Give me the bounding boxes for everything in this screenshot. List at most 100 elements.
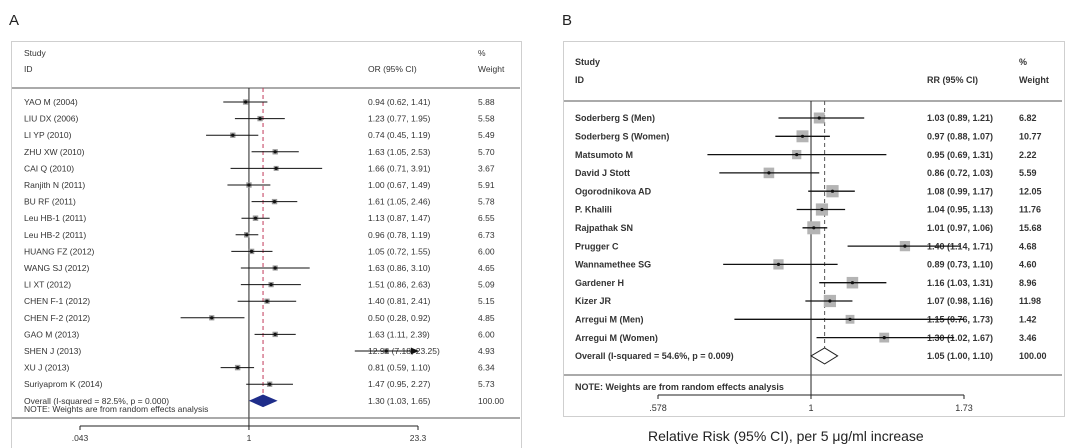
overall-diamond <box>810 347 839 365</box>
study-label: YAO M (2004) <box>24 97 78 107</box>
overall-weight: 100.00 <box>1019 351 1047 361</box>
x-axis-tick-label: .043 <box>72 433 89 443</box>
study-ci-text: 1.16 (1.03, 1.31) <box>927 278 993 288</box>
study-label: Kizer JR <box>575 296 612 306</box>
study-label: CHEN F-2 (2012) <box>24 313 90 323</box>
study-ci-text: 0.95 (0.69, 1.31) <box>927 150 993 160</box>
study-ci-text: 1.51 (0.86, 2.63) <box>368 280 431 290</box>
study-point <box>269 283 273 287</box>
study-ci-text: 1.07 (0.98, 1.16) <box>927 296 993 306</box>
study-point <box>274 166 278 170</box>
note-text: NOTE: Weights are from random effects an… <box>575 382 784 392</box>
study-label: Leu HB-2 (2011) <box>24 230 86 240</box>
study-weight: 10.77 <box>1019 131 1042 141</box>
note-text: NOTE: Weights are from random effects an… <box>24 404 208 414</box>
study-weight: 4.68 <box>1019 241 1037 251</box>
study-point <box>384 349 388 353</box>
study-point <box>249 249 254 253</box>
study-weight: 3.46 <box>1019 333 1037 343</box>
study-point <box>830 189 835 193</box>
study-ci-text: 1.63 (1.11, 2.39) <box>368 329 430 339</box>
header-weight: Weight <box>478 64 505 74</box>
header-effect: OR (95% CI) <box>368 64 417 74</box>
header-weight: Weight <box>1019 75 1049 85</box>
study-point <box>776 262 781 266</box>
study-weight: 8.96 <box>1019 278 1037 288</box>
study-ci-text: 1.23 (0.77, 1.95) <box>368 114 431 124</box>
study-ci-text: 1.01 (0.97, 1.06) <box>927 223 993 233</box>
study-weight: 5.59 <box>1019 168 1037 178</box>
study-ci-text: 1.13 (0.87, 1.47) <box>368 213 431 223</box>
study-weight: 4.60 <box>1019 260 1037 270</box>
study-label: Ranjith N (2011) <box>24 180 85 190</box>
study-ci-text: 0.50 (0.28, 0.92) <box>368 313 431 323</box>
header-id: ID <box>24 64 33 74</box>
header-id: ID <box>575 75 585 85</box>
study-label: CHEN F-1 (2012) <box>24 296 90 306</box>
study-ci-text: 0.97 (0.88, 1.07) <box>927 131 993 141</box>
header-percent: % <box>1019 57 1027 67</box>
study-label: Soderberg S (Women) <box>575 131 669 141</box>
overall-label: Overall (I-squared = 54.6%, p = 0.009) <box>575 351 734 361</box>
study-ci-text: 1.47 (0.95, 2.27) <box>368 379 431 389</box>
study-ci-text: 0.86 (0.72, 1.03) <box>927 168 993 178</box>
study-point <box>265 299 269 303</box>
study-weight: 5.91 <box>478 180 495 190</box>
panel-a-forest-plot: Study ID OR (95% CI)% Weight YAO M (2004) 0.9… <box>12 48 520 443</box>
study-point <box>767 171 771 175</box>
study-weight: 6.73 <box>478 230 495 240</box>
study-weight: 15.68 <box>1019 223 1042 233</box>
study-label: Suriyaprom K (2014) <box>24 379 103 389</box>
study-label: Matsumoto M <box>575 150 633 160</box>
study-point <box>882 336 886 340</box>
study-point <box>273 150 277 154</box>
study-weight: 5.49 <box>478 130 495 140</box>
study-point <box>268 382 272 386</box>
study-point <box>247 183 251 187</box>
study-label: GAO M (2013) <box>24 329 79 339</box>
study-point <box>812 226 816 230</box>
study-point <box>244 100 248 104</box>
study-ci-text: 1.63 (1.05, 2.53) <box>368 147 431 157</box>
study-label: David J Stott <box>575 168 630 178</box>
study-weight: 5.73 <box>478 379 495 389</box>
study-ci-text: 1.04 (0.95, 1.13) <box>927 205 993 215</box>
study-point <box>795 153 799 157</box>
study-point <box>817 116 821 120</box>
study-label: Arregui M (Women) <box>575 333 658 343</box>
study-label: Soderberg S (Men) <box>575 113 655 123</box>
study-label: XU J (2013) <box>24 363 70 373</box>
study-label: Prugger C <box>575 241 619 251</box>
study-point <box>820 207 824 212</box>
study-weight: 2.22 <box>1019 150 1037 160</box>
x-axis-tick-label: 1 <box>809 403 814 413</box>
study-label: Rajpathak SN <box>575 223 633 233</box>
x-axis-tick-label: 1 <box>247 433 252 443</box>
study-label: CAI Q (2010) <box>24 163 74 173</box>
study-weight: 5.09 <box>478 280 495 290</box>
panel-a-letter: A <box>9 12 20 29</box>
study-ci-text: 1.61 (1.05, 2.46) <box>368 197 431 207</box>
overall-ci-text: 1.30 (1.03, 1.65) <box>368 396 431 406</box>
study-point <box>848 317 852 321</box>
study-weight: 5.78 <box>478 197 495 207</box>
study-ci-text: 0.74 (0.45, 1.19) <box>368 130 431 140</box>
study-label: BU RF (2011) <box>24 197 76 207</box>
panel-b: B Study ID RR (95% CI)% Weight Soderberg S (… <box>530 0 1072 447</box>
header-study: Study <box>575 57 600 67</box>
study-label: P. Khalili <box>575 205 612 215</box>
study-label: Wannamethee SG <box>575 260 651 270</box>
overall-label: Overall (I-squared = 82.5%, p = 0.000) <box>24 396 169 406</box>
study-weight: 6.34 <box>478 363 495 373</box>
study-weight: 12.05 <box>1019 186 1042 196</box>
panel-b-x-axis-title: Relative Risk (95% CI), per 5 μg/ml incr… <box>648 428 924 444</box>
study-label: LI XT (2012) <box>24 280 71 290</box>
header-percent: % <box>478 48 486 58</box>
study-weight: 5.70 <box>478 147 495 157</box>
study-label: LI YP (2010) <box>24 130 72 140</box>
study-weight: 3.67 <box>478 163 495 173</box>
header-study: Study <box>24 48 46 58</box>
study-weight: 5.15 <box>478 296 495 306</box>
study-point <box>800 134 805 138</box>
study-label: LIU DX (2006) <box>24 114 78 124</box>
